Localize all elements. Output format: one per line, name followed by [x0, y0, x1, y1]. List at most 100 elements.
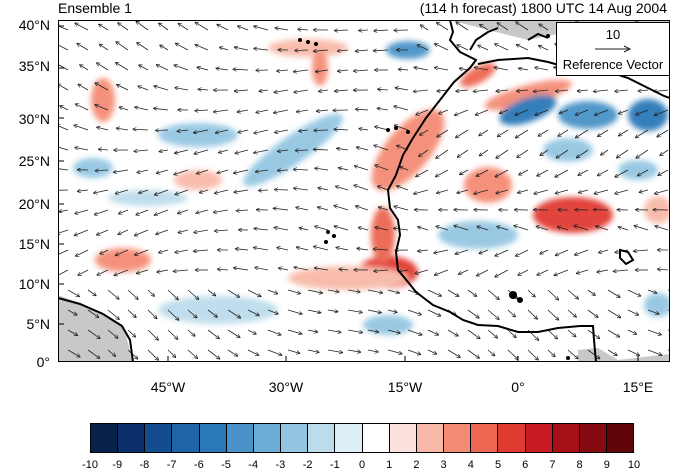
wind-vector	[567, 289, 579, 299]
wind-vector	[597, 129, 609, 137]
colorbar-cell	[226, 424, 254, 452]
wind-vector	[514, 226, 529, 231]
wind-vector	[275, 28, 289, 31]
wind-vector	[597, 169, 609, 176]
colorbar-cell	[253, 424, 282, 452]
wind-vector	[196, 169, 209, 174]
wind-vector	[367, 330, 379, 332]
wind-vector	[116, 42, 129, 51]
wind-vector	[638, 90, 649, 91]
wind-vector	[654, 109, 669, 116]
wind-vector	[574, 249, 589, 255]
wind-vector	[115, 62, 129, 71]
africa-west-coast	[386, 20, 597, 362]
wind-vector	[94, 209, 109, 215]
wind-vector	[593, 90, 609, 92]
wind-vector	[195, 45, 209, 51]
wind-vector	[355, 206, 369, 211]
wind-vector	[253, 248, 269, 251]
wind-vector	[267, 309, 278, 314]
wind-vector	[315, 70, 329, 72]
wind-vector	[434, 67, 449, 71]
wind-vector	[114, 269, 129, 276]
colorbar-cell	[416, 424, 445, 452]
wind-vector	[407, 309, 421, 315]
wind-vector	[97, 127, 109, 131]
wind-vector	[175, 88, 189, 91]
wind-vector	[314, 268, 329, 271]
lon-label-15e: 15°E	[622, 379, 654, 395]
wind-vector	[339, 269, 349, 270]
wind-vector	[618, 129, 629, 136]
wind-vector	[136, 21, 149, 31]
wind-vector	[154, 108, 169, 110]
wind-vector	[596, 226, 609, 231]
wind-vector	[457, 149, 469, 157]
wind-vector	[398, 69, 409, 70]
wind-vector	[316, 110, 329, 111]
wind-vector	[177, 209, 189, 214]
wind-vector	[557, 227, 569, 231]
wind-vector	[99, 24, 109, 31]
blue-anomaly	[438, 221, 518, 249]
wind-vector	[495, 44, 509, 51]
wind-vector	[307, 289, 323, 293]
wind-vector	[215, 129, 229, 133]
wind-vector	[327, 329, 341, 332]
wind-vector	[317, 207, 329, 211]
island	[306, 40, 310, 44]
wind-vector	[387, 310, 397, 312]
colorbar-tick-label: 5	[494, 459, 502, 471]
colorbar-tick-label: -6	[193, 459, 204, 471]
wind-vector	[195, 22, 209, 31]
wind-vector	[277, 70, 289, 71]
colorbar-tick-label: 0	[358, 459, 366, 471]
wind-vector	[277, 150, 289, 152]
wind-vector	[456, 90, 469, 91]
wind-vector	[238, 26, 249, 31]
wind-vector	[437, 90, 449, 91]
wind-vector	[218, 149, 229, 153]
wind-vector	[214, 189, 229, 193]
wind-vector	[439, 109, 449, 114]
wind-vector	[559, 109, 569, 114]
wind-vector	[318, 188, 329, 190]
wind-vector	[313, 50, 329, 51]
wind-vector	[174, 149, 189, 153]
wind-vector	[187, 289, 199, 300]
red-anomaly	[312, 50, 328, 86]
wind-vector	[334, 206, 349, 211]
wind-vector	[377, 108, 389, 110]
colorbar-cell	[606, 424, 634, 452]
wind-vector	[576, 149, 589, 158]
colorbar-cell	[389, 424, 417, 452]
wind-vector	[299, 228, 309, 230]
wind-vector	[647, 309, 659, 314]
wind-vector	[274, 89, 289, 92]
wind-vector	[254, 48, 269, 50]
wind-vector	[607, 289, 620, 297]
wind-vector	[357, 248, 369, 250]
wind-vector	[519, 169, 529, 175]
blue-anomaly	[158, 296, 278, 324]
wind-vector	[396, 186, 409, 191]
wind-vector	[496, 189, 509, 193]
wind-vector	[479, 129, 489, 136]
wind-vector	[277, 170, 289, 171]
wind-vector	[538, 129, 549, 136]
lake-chad	[619, 248, 635, 266]
wind-vector	[307, 330, 318, 332]
wind-vector	[78, 84, 89, 91]
wind-vector	[476, 169, 489, 176]
colorbar-tick-label: 3	[440, 459, 447, 471]
blue-anomaly	[628, 99, 668, 131]
wind-vector	[334, 129, 349, 130]
blue-anomaly	[243, 113, 343, 187]
wind-vector	[154, 86, 169, 91]
wind-vector	[287, 309, 302, 314]
wind-vector	[139, 65, 149, 71]
colorbar-tick-label: 4	[467, 459, 474, 471]
wind-vector	[95, 83, 109, 91]
island	[406, 130, 410, 134]
wind-vector	[116, 128, 129, 130]
